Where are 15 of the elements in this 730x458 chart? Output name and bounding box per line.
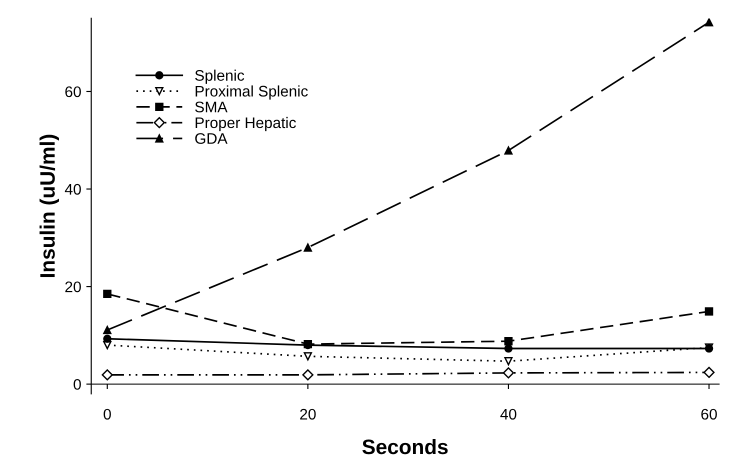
x-tick-label: 60 xyxy=(701,408,717,420)
x-axis-title: Seconds xyxy=(362,438,448,454)
legend-label: GDA xyxy=(195,133,228,144)
x-tick-label: 20 xyxy=(300,408,316,420)
y-tick-label: 20 xyxy=(65,281,81,292)
legend-label: Splenic xyxy=(195,70,244,84)
y-tick-label: 40 xyxy=(64,184,81,195)
legend-label: Proper Hepatic xyxy=(196,116,296,132)
y-tick-label: 60 xyxy=(65,86,81,98)
x-tick-label: 40 xyxy=(500,408,516,420)
x-tick-label: 0 xyxy=(104,408,111,420)
y-axis-title: Insulin (uU/ml) xyxy=(40,134,59,278)
legend-label: SMA xyxy=(195,102,228,112)
y-tick-label: 0 xyxy=(74,378,81,390)
legend-label: Proximal Splenic xyxy=(196,85,308,100)
